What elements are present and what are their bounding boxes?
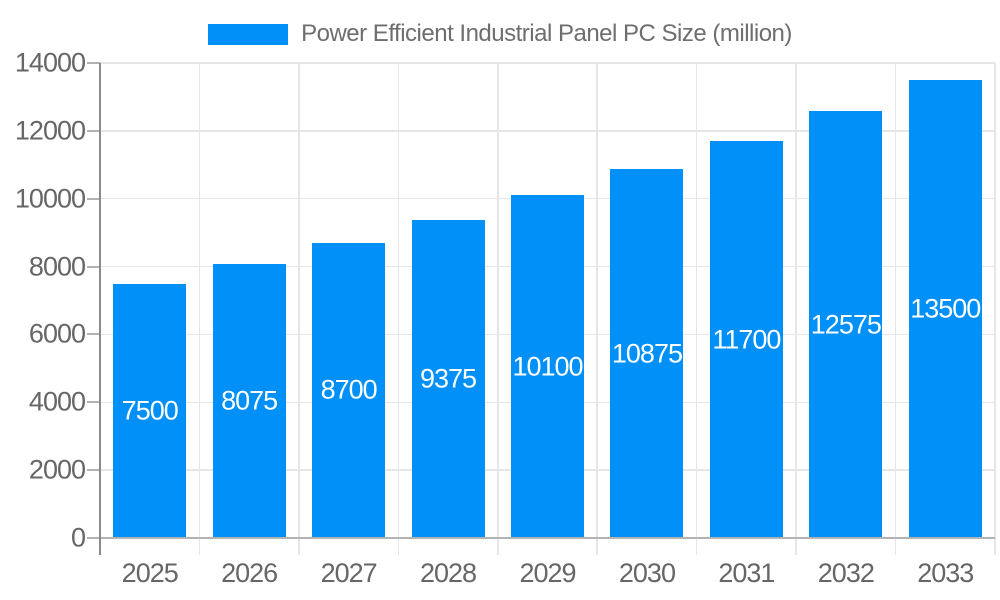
y-axis-tick <box>87 333 100 336</box>
y-axis-tick-label: 6000 <box>28 318 86 349</box>
bar-2032 <box>809 111 883 538</box>
gridline-vertical <box>795 63 797 555</box>
bar-value-label: 10100 <box>512 351 583 382</box>
y-axis-tick-label: 4000 <box>28 386 86 417</box>
bar-value-label: 8075 <box>221 385 278 416</box>
bar-value-label: 9375 <box>420 363 477 394</box>
bar-2033 <box>908 79 982 538</box>
x-axis-tick-label: 2028 <box>420 558 477 588</box>
x-axis-tick-label: 2029 <box>519 558 576 588</box>
x-axis-tick-label: 2026 <box>221 558 278 588</box>
y-axis-tick <box>87 62 100 64</box>
legend-label: Power Efficient Industrial Panel PC Size… <box>301 20 792 47</box>
bar-2027 <box>312 242 386 538</box>
y-axis-tick-label: 14000 <box>14 47 86 78</box>
y-axis-line <box>98 63 102 555</box>
x-axis-tick-label: 2033 <box>917 558 974 588</box>
bar-value-label: 10875 <box>611 338 683 368</box>
gridline-vertical <box>596 63 598 555</box>
y-axis-tick-label: 0 <box>70 522 86 553</box>
y-axis-tick <box>87 469 100 472</box>
x-axis-tick-label: 2032 <box>817 558 875 588</box>
bar-2030 <box>610 169 684 538</box>
gridline-vertical <box>298 63 300 555</box>
gridline-horizontal <box>100 62 995 64</box>
legend-swatch <box>208 23 289 45</box>
bar-value-label: 12575 <box>810 309 882 340</box>
x-axis-tick-label: 2030 <box>618 558 676 588</box>
legend: Power Efficient Industrial Panel PC Size… <box>0 20 1000 48</box>
bar-value-label: 7500 <box>121 395 179 426</box>
x-axis-tick-label: 2025 <box>121 558 179 588</box>
gridline-vertical <box>198 63 201 555</box>
gridline-vertical <box>695 63 698 555</box>
bar-2026 <box>212 264 286 538</box>
gridline-vertical <box>894 63 897 555</box>
bar-value-label: 11700 <box>712 324 781 355</box>
y-axis-tick <box>87 537 100 539</box>
y-axis-tick-label: 2000 <box>28 454 86 485</box>
bar-2029 <box>511 195 584 538</box>
x-axis-tick-label: 2027 <box>320 558 378 588</box>
y-axis-tick-label: 12000 <box>14 115 86 146</box>
y-axis-tick-label: 10000 <box>14 183 86 214</box>
gridline-vertical <box>994 63 996 555</box>
gridline-vertical <box>497 63 499 555</box>
bar-value-label: 8700 <box>320 374 378 405</box>
bar-2025 <box>113 283 187 538</box>
gridline-horizontal <box>100 130 995 132</box>
bar-2028 <box>411 219 485 538</box>
bar-2031 <box>709 141 783 538</box>
x-axis-tick-label: 2031 <box>718 558 775 588</box>
y-axis-tick <box>87 265 100 268</box>
bar-value-label: 13500 <box>910 293 981 324</box>
y-axis-tick <box>87 197 100 200</box>
y-axis-tick <box>87 401 100 404</box>
y-axis-tick <box>87 129 100 132</box>
x-axis-line <box>100 537 995 539</box>
y-axis-tick-label: 8000 <box>28 251 86 282</box>
gridline-vertical <box>397 63 400 555</box>
